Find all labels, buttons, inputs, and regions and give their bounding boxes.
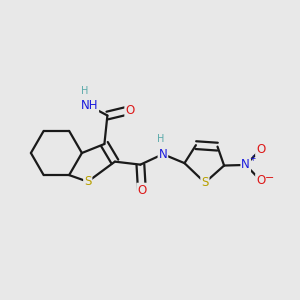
Text: O: O [256,174,265,187]
Text: NH: NH [81,99,98,112]
Text: H: H [81,86,88,97]
Text: O: O [125,103,134,117]
Text: −: − [265,173,274,183]
Text: O: O [137,184,146,196]
Text: +: + [249,154,256,163]
Text: S: S [84,175,92,188]
Text: O: O [256,143,265,156]
Text: H: H [157,134,164,143]
Text: N: N [241,158,250,171]
Text: S: S [201,176,208,189]
Text: N: N [158,148,167,160]
